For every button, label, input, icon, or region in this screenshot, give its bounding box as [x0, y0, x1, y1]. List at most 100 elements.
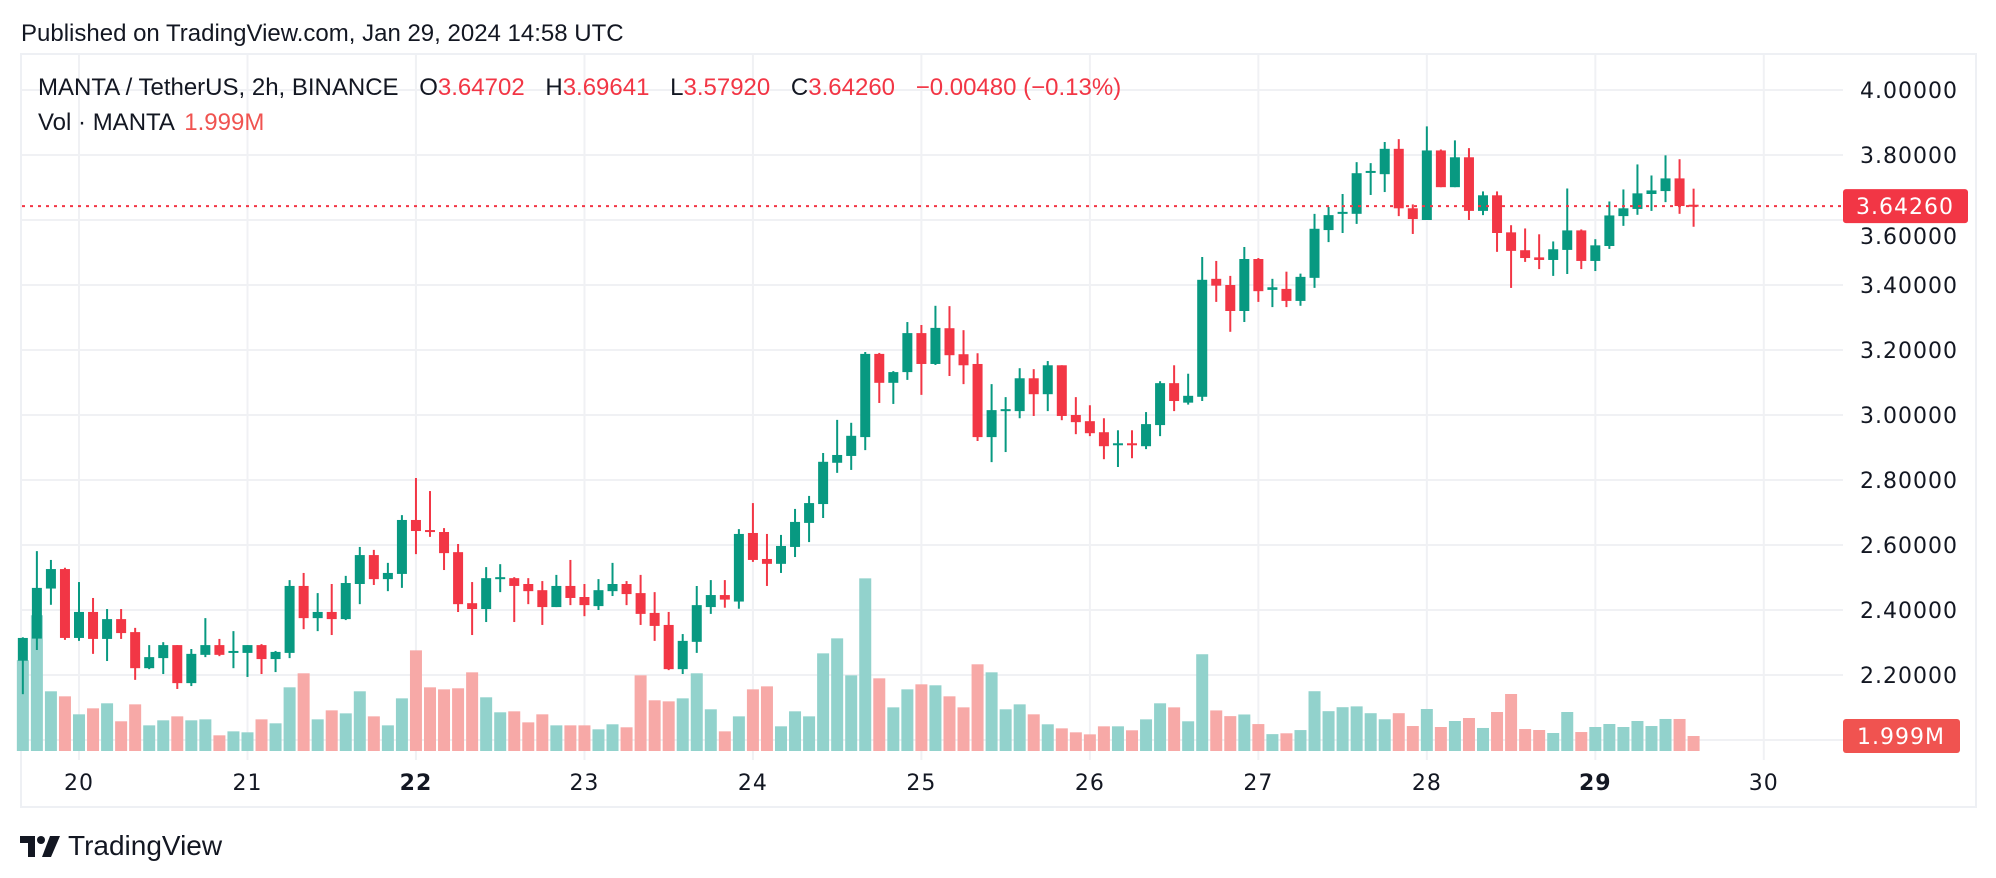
candle-body	[1000, 409, 1011, 412]
candle	[1197, 257, 1208, 402]
x-tick-label: 29	[1579, 771, 1612, 796]
candle	[396, 515, 407, 588]
candle	[986, 384, 997, 463]
volume-bar	[1126, 730, 1138, 751]
candle-body	[1590, 245, 1601, 261]
candle-body	[172, 645, 183, 684]
x-tick-label: 30	[1749, 771, 1779, 796]
candle	[1112, 430, 1123, 467]
last-price-tag: 3.64260	[1843, 189, 1968, 224]
candle-body	[1141, 424, 1152, 447]
candle-body	[31, 587, 42, 639]
candle	[1000, 397, 1011, 453]
volume-bar	[115, 721, 128, 751]
candle-body	[1393, 148, 1404, 209]
candle	[1098, 418, 1109, 460]
volume-bar	[143, 725, 156, 751]
candle	[761, 533, 772, 586]
candle	[284, 580, 295, 659]
candle	[410, 478, 421, 555]
volume-bar	[1111, 726, 1124, 751]
candle	[1253, 258, 1264, 302]
volume-bar	[1589, 727, 1602, 751]
candle	[1183, 373, 1194, 405]
candle-body	[719, 595, 730, 600]
candle	[312, 593, 323, 632]
candle-body	[270, 651, 281, 660]
candle	[130, 627, 141, 680]
candle-body	[790, 521, 801, 547]
candle	[368, 549, 379, 585]
candle	[298, 572, 309, 630]
candle	[186, 649, 197, 687]
volume-bar	[325, 710, 338, 751]
volume-bar	[1420, 709, 1433, 751]
candle-body	[747, 532, 758, 560]
candle-body	[888, 372, 899, 383]
volume-bar	[662, 701, 675, 751]
volume-bar	[873, 678, 886, 751]
candle	[1042, 361, 1053, 412]
candle	[663, 611, 674, 671]
candle	[326, 584, 337, 636]
candle	[242, 645, 253, 677]
candle	[31, 551, 42, 650]
candle-body	[242, 645, 253, 653]
candle-body	[860, 353, 871, 438]
candle	[846, 422, 857, 470]
volume-bar	[409, 650, 422, 751]
volume-bar	[1477, 727, 1489, 751]
candle	[340, 575, 351, 621]
candle-body	[1042, 365, 1053, 395]
volume-bar	[789, 711, 802, 751]
candle	[579, 584, 590, 617]
candle-body	[677, 640, 688, 670]
x-tick-label: 27	[1243, 771, 1273, 796]
y-tick-label: 3.00000	[1860, 404, 1958, 429]
candle	[1169, 365, 1180, 412]
open-value: 3.64702	[437, 74, 525, 101]
candle	[733, 529, 744, 609]
volume-bar	[87, 708, 100, 751]
candle	[1604, 201, 1615, 249]
volume-tag-text: 1.999M	[1857, 725, 1945, 750]
volume-bar	[1280, 733, 1293, 751]
candle	[972, 353, 983, 441]
candle	[1281, 271, 1292, 308]
candle-body	[1562, 230, 1573, 250]
volume-bar	[339, 713, 352, 751]
x-tick-label: 26	[1075, 771, 1105, 796]
last-price-tag-text: 3.64260	[1856, 195, 1954, 220]
candle-body	[1028, 378, 1039, 395]
candle-body	[1337, 211, 1348, 214]
candle	[1660, 155, 1671, 203]
candle-body	[340, 583, 351, 620]
candle-body	[930, 327, 941, 364]
low-value: 3.57920	[683, 74, 771, 101]
candle	[1309, 213, 1320, 288]
volume-bar	[395, 698, 408, 751]
candle	[495, 564, 506, 593]
x-tick-label: 20	[64, 771, 94, 796]
candle-body	[1674, 178, 1685, 207]
candle-body	[1407, 208, 1418, 220]
volume-bar	[634, 675, 647, 751]
y-tick-label: 2.20000	[1860, 664, 1958, 689]
candle	[1520, 228, 1531, 262]
volume-bar	[101, 703, 114, 751]
candle-body	[45, 569, 56, 589]
candle-body	[284, 585, 295, 653]
candle	[1337, 194, 1348, 233]
volume-bar	[1041, 724, 1054, 751]
tradingview-logo[interactable]: TradingView	[20, 830, 222, 862]
candle	[1421, 126, 1432, 220]
close-value: 3.64260	[808, 74, 896, 101]
candle-body	[228, 650, 239, 653]
volume-bar	[73, 714, 85, 751]
candle-body	[621, 584, 632, 595]
candle	[1239, 246, 1250, 323]
published-caption: Published on TradingView.com, Jan 29, 20…	[21, 20, 624, 47]
volume-value: 1.999M	[184, 109, 265, 136]
candle-body	[158, 645, 169, 659]
